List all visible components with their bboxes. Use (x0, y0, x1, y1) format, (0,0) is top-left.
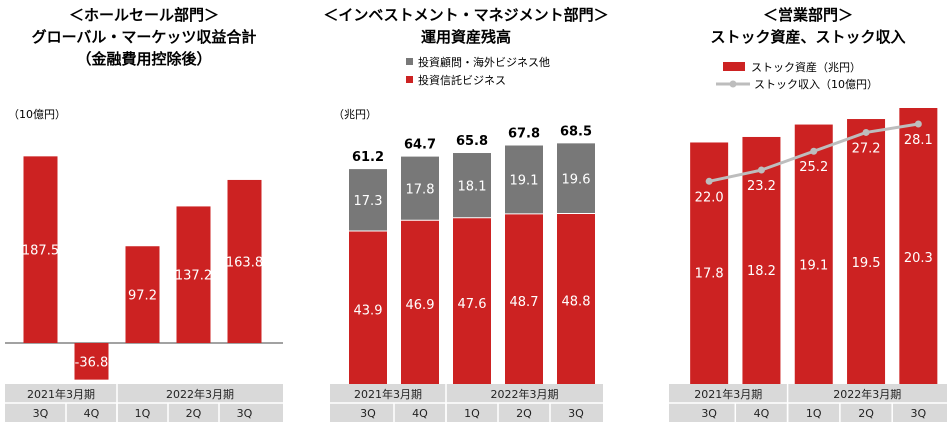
category-label: 2Q (516, 407, 532, 420)
line-data-label: 27.2 (852, 141, 881, 156)
period-label: 2021年3月期 (27, 387, 95, 401)
total-label: 68.5 (560, 124, 592, 139)
category-label: 3Q (360, 407, 376, 420)
category-label: 1Q (806, 407, 822, 420)
data-label: 20.3 (904, 251, 933, 266)
line-data-label: 23.2 (747, 179, 776, 194)
data-label: 17.8 (695, 267, 724, 282)
line-point (810, 147, 818, 155)
line-point (757, 166, 765, 174)
total-label: 65.8 (456, 134, 488, 149)
data-label: 48.7 (510, 295, 539, 310)
line-data-label: 28.1 (904, 133, 933, 148)
bar (176, 206, 211, 343)
bar (899, 108, 938, 388)
category-label: 3Q (33, 407, 49, 420)
chart-title-line: ＜ホールセール部門＞ (69, 6, 219, 24)
bar-segment (557, 143, 595, 214)
bar (794, 124, 833, 388)
chart-title-line: グローバル・マーケッツ収益合計 (32, 28, 257, 46)
period-label: 2022年3月期 (833, 387, 901, 401)
category-label: 1Q (135, 407, 151, 420)
legend-swatch (406, 58, 413, 65)
data-label: 163.8 (226, 255, 263, 270)
chart-title-line: ＜インベストメント・マネジメント部門＞ (323, 6, 608, 24)
category-label: 3Q (237, 407, 253, 420)
line-data-label: 25.2 (799, 160, 828, 175)
category-label: 3Q (568, 407, 584, 420)
bar-segment (557, 213, 595, 388)
line-data-label: 22.0 (695, 190, 724, 205)
legend-label: ストック収入（10億円） (754, 78, 878, 91)
chart-title-line: （金融費用控除後） (76, 50, 211, 68)
period-label: 2022年3月期 (166, 387, 234, 401)
chart-panel-2: ＜インベストメント・マネジメント部門＞ 運用資産残高 （兆円） 投資顧問・海外ビジネス… (323, 6, 609, 422)
period-label: 2021年3月期 (694, 387, 762, 401)
chart-title-line: ストック資産、ストック収入 (710, 28, 905, 46)
legend-swatch (406, 76, 413, 83)
data-label: 47.6 (458, 297, 487, 312)
bar (742, 136, 781, 388)
legend-label: ストック資産（兆円） (751, 61, 861, 74)
data-label: 19.1 (799, 258, 828, 273)
bar-segment (349, 169, 387, 231)
bar (125, 246, 160, 343)
legend-swatch (723, 62, 745, 71)
data-label: 187.5 (22, 244, 59, 259)
data-label: 46.9 (406, 298, 435, 313)
chart-title-line: 運用資産残高 (421, 28, 511, 46)
bar (227, 179, 262, 343)
line-point (705, 177, 713, 185)
legend-label: 投資顧問・海外ビジネス他 (418, 55, 550, 69)
chart-title-line: ＜営業部門＞ (763, 6, 853, 24)
unit-label: （10億円） (8, 108, 66, 121)
unit-label: （兆円） (333, 108, 377, 121)
category-label: 4Q (754, 407, 770, 420)
data-label: -36.8 (75, 355, 109, 370)
bar-segment (401, 220, 439, 388)
category-label: 4Q (84, 407, 100, 420)
data-label: 18.1 (458, 179, 487, 194)
bar (847, 119, 886, 388)
category-label: 3Q (701, 407, 717, 420)
data-label: 19.5 (852, 256, 881, 271)
period-label: 2021年3月期 (354, 387, 422, 401)
total-label: 64.7 (404, 138, 436, 153)
line-point (862, 128, 870, 136)
bar (23, 156, 58, 343)
data-label: 19.6 (562, 172, 591, 187)
bar-segment (453, 217, 491, 388)
chart-panel-1: ＜ホールセール部門＞ グローバル・マーケッツ収益合計 （金融費用控除後） （10億円）… (5, 6, 283, 422)
data-label: 18.2 (747, 264, 776, 279)
data-label: 137.2 (175, 269, 212, 284)
data-label: 48.8 (562, 295, 591, 310)
period-label: 2022年3月期 (491, 387, 559, 401)
category-label: 2Q (858, 407, 874, 420)
data-label: 17.3 (354, 194, 383, 209)
bar-segment (505, 213, 543, 388)
category-label: 2Q (186, 407, 202, 420)
bar-segment (505, 145, 543, 214)
bar-segment (349, 230, 387, 388)
legend-label: 投資信託ビジネス (418, 73, 506, 87)
data-label: 17.8 (406, 182, 435, 197)
bar (74, 343, 109, 380)
category-label: 3Q (911, 407, 927, 420)
total-label: 67.8 (508, 127, 540, 142)
legend-marker (729, 80, 737, 88)
category-label: 1Q (464, 407, 480, 420)
data-label: 43.9 (354, 303, 383, 318)
bar-segment (401, 156, 439, 221)
line-point (914, 120, 922, 128)
data-label: 19.1 (510, 174, 539, 189)
category-label: 4Q (412, 407, 428, 420)
data-label: 97.2 (128, 289, 157, 304)
total-label: 61.2 (352, 150, 384, 165)
bar-segment (453, 153, 491, 218)
